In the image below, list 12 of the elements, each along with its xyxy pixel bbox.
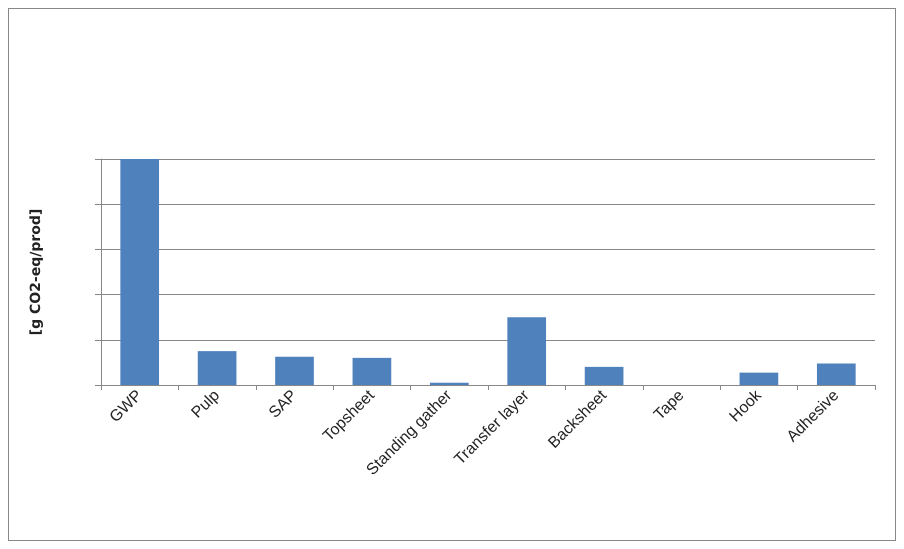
x-tick-label: Pulp [188, 386, 224, 422]
bar [740, 372, 778, 385]
bar [352, 358, 392, 385]
bar [275, 356, 314, 385]
x-tick-label: SAP [266, 386, 301, 422]
bar [507, 317, 546, 385]
bar [816, 364, 856, 385]
x-tick-label: Tape [650, 386, 688, 424]
bar [198, 351, 236, 385]
bar [120, 159, 160, 385]
y-axis-title: [g CO2-eq/prod] [28, 208, 44, 336]
bar [584, 366, 624, 385]
